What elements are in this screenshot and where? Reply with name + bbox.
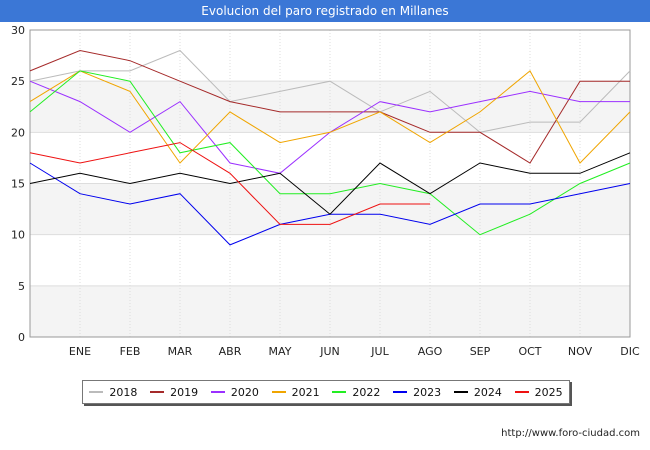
y-tick-label: 30 xyxy=(11,24,25,37)
legend-item-2023: 2023 xyxy=(393,386,441,399)
series-line-2022 xyxy=(29,70,631,236)
legend-label: 2025 xyxy=(534,385,563,399)
y-tick-label: 0 xyxy=(18,331,25,344)
legend-swatch xyxy=(89,391,104,393)
legend-swatch xyxy=(271,391,286,393)
legend-swatch xyxy=(514,391,529,393)
grid-band xyxy=(30,183,630,235)
legend-swatch xyxy=(393,391,408,393)
series-line-2025 xyxy=(29,142,430,225)
x-tick-label: AGO xyxy=(418,345,443,358)
x-tick-label: MAY xyxy=(269,345,292,358)
legend-item-2024: 2024 xyxy=(453,385,502,399)
legend-label: 2024 xyxy=(473,385,502,399)
x-tick-label: DIC xyxy=(620,345,640,358)
y-tick-label: 15 xyxy=(11,178,25,191)
legend-label: 2018 xyxy=(109,385,138,399)
legend: 2018 2019 2020 2021 2022 2023 2024 2025 xyxy=(82,380,570,404)
grid-band xyxy=(30,285,630,337)
legend-item-2022: 2022 xyxy=(332,386,380,399)
legend-label: 2020 xyxy=(230,385,259,399)
legend-label: 2019 xyxy=(170,385,199,399)
legend-label: 2022 xyxy=(352,385,381,399)
y-tick-label: 10 xyxy=(11,229,25,242)
x-tick-label: MAR xyxy=(168,345,193,358)
series-line-2021 xyxy=(29,70,631,164)
legend-item-2019: 2019 xyxy=(150,386,198,399)
y-tick-label: 25 xyxy=(11,75,25,88)
x-tick-label: JUL xyxy=(370,345,389,358)
legend-label: 2021 xyxy=(291,385,320,399)
x-tick-label: NOV xyxy=(568,345,593,358)
x-tick-label: OCT xyxy=(518,345,541,358)
x-tick-label: ENE xyxy=(69,345,91,358)
x-tick-label: SEP xyxy=(470,345,491,358)
legend-item-2018: 2018 xyxy=(89,386,137,399)
legend-item-2020: 2020 xyxy=(210,385,259,399)
y-tick-label: 5 xyxy=(18,280,25,293)
x-tick-label: JUN xyxy=(319,345,340,358)
legend-item-2025: 2025 xyxy=(514,385,563,399)
series-line-2019 xyxy=(29,49,630,164)
legend-swatch xyxy=(453,391,468,393)
series-line-2024 xyxy=(29,152,631,215)
chart-title: Evolucion del paro registrado en Millane… xyxy=(0,0,650,22)
legend-label: 2023 xyxy=(413,385,442,399)
legend-swatch xyxy=(210,391,225,393)
x-tick-label: ABR xyxy=(219,345,242,358)
x-tick-label: FEB xyxy=(120,345,141,358)
legend-item-2021: 2021 xyxy=(271,385,320,399)
source-url[interactable]: http://www.foro-ciudad.com xyxy=(501,428,640,439)
y-tick-label: 20 xyxy=(11,126,25,139)
legend-swatch xyxy=(332,391,347,393)
legend-swatch xyxy=(150,391,165,393)
series-line-2018 xyxy=(29,49,631,133)
